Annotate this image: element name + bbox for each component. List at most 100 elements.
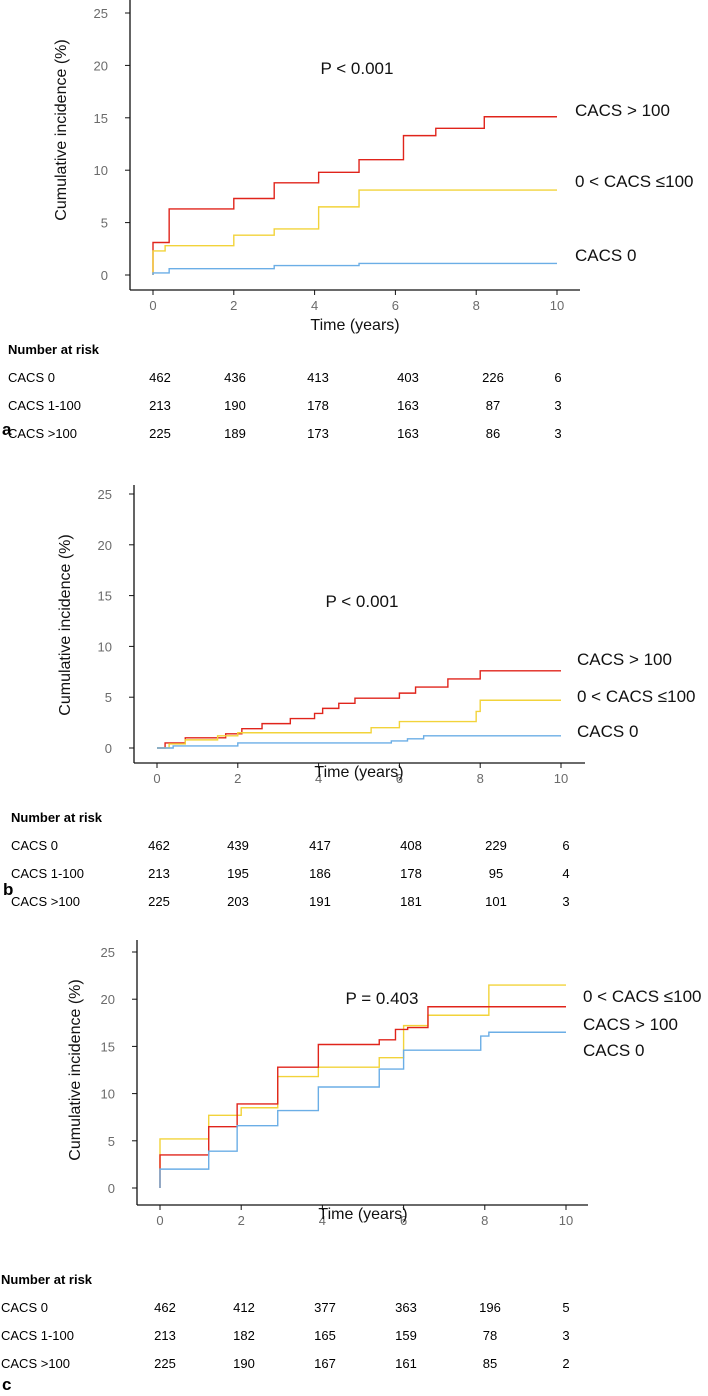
- x-tick-label: 10: [554, 771, 568, 786]
- x-tick-label: 4: [311, 298, 318, 313]
- series-line-cacs-100: [152, 116, 557, 275]
- risk-row-label: CACS 0: [11, 838, 58, 853]
- risk-count: 229: [485, 838, 507, 853]
- y-tick-label: 20: [101, 992, 115, 1007]
- risk-table-title: Number at risk: [1, 1272, 93, 1287]
- x-tick-label: 2: [238, 1213, 245, 1228]
- risk-count: 3: [562, 894, 570, 909]
- risk-row-label: CACS 0: [1, 1300, 48, 1315]
- risk-count: 87: [485, 398, 501, 413]
- risk-count: 85: [482, 1356, 498, 1371]
- risk-count: 462: [148, 838, 170, 853]
- risk-row-label: CACS >100: [8, 426, 78, 441]
- y-tick-label: 20: [98, 538, 112, 553]
- panel-c: 0 5 10 15 20 25 0 2 4 6 8 10 Cumulative incidence (%…: [0, 925, 708, 1396]
- x-tick-label: 2: [230, 298, 237, 313]
- risk-count: 173: [307, 426, 329, 441]
- risk-count: 5: [562, 1300, 570, 1315]
- y-tick-label: 5: [108, 1134, 115, 1149]
- risk-count: 213: [148, 866, 170, 881]
- risk-count: 439: [227, 838, 249, 853]
- y-tick-label: 5: [101, 216, 108, 231]
- risk-count: 3: [562, 1328, 570, 1343]
- series-line-cacs-0: [152, 262, 557, 275]
- legend-label-cacs-100: CACS > 100: [583, 1015, 678, 1034]
- legend-label-cacs-0: CACS 0: [575, 246, 636, 265]
- series-line-0-cacs-100: [157, 699, 561, 749]
- risk-count: 178: [400, 866, 422, 881]
- y-tick-label: 10: [101, 1087, 115, 1102]
- risk-count: 377: [314, 1300, 336, 1315]
- risk-count: 462: [154, 1300, 176, 1315]
- risk-count: 78: [482, 1328, 498, 1343]
- x-tick-label: 10: [559, 1213, 573, 1228]
- x-tick-label: 0: [153, 771, 160, 786]
- risk-count: 190: [233, 1356, 255, 1371]
- panel-a: 0 5 10 15 20 25 0 2 4 6 8 10 Cumulative incidence (%…: [0, 0, 708, 465]
- risk-count: 163: [397, 426, 419, 441]
- y-axis-title: Cumulative incidence (%): [53, 39, 70, 220]
- x-tick-label: 6: [396, 771, 403, 786]
- p-value-annotation: P < 0.001: [321, 59, 394, 78]
- panel-letter: a: [2, 420, 12, 439]
- x-tick-label: 0: [149, 298, 156, 313]
- chart-b: 0 5 10 15 20 25 0 2 4 6 8 10 Cumulative incidence (%…: [57, 485, 695, 786]
- x-axis-title: Time (years): [310, 317, 399, 334]
- series-line-cacs-100: [159, 1006, 566, 1188]
- y-tick-label: 25: [94, 6, 108, 21]
- y-tick-label: 15: [101, 1039, 115, 1054]
- p-value-annotation: P = 0.403: [346, 989, 419, 1008]
- x-tick-label: 8: [481, 1213, 488, 1228]
- risk-count: 417: [309, 838, 331, 853]
- risk-count: 181: [400, 894, 422, 909]
- legend-label-cacs-100: CACS > 100: [575, 101, 670, 120]
- legend-label-cacs-0: CACS 0: [577, 722, 638, 741]
- risk-count: 3: [554, 426, 562, 441]
- x-tick-label: 0: [156, 1213, 163, 1228]
- risk-count: 161: [395, 1356, 417, 1371]
- y-axis-title: Cumulative incidence (%): [67, 979, 84, 1160]
- x-tick-label: 4: [315, 771, 322, 786]
- series-line-cacs-0: [157, 735, 561, 749]
- risk-count: 436: [224, 370, 246, 385]
- x-tick-label: 4: [319, 1213, 326, 1228]
- risk-count: 195: [227, 866, 249, 881]
- risk-table-title: Number at risk: [11, 810, 103, 825]
- risk-count: 363: [395, 1300, 417, 1315]
- risk-count: 462: [149, 370, 171, 385]
- risk-count: 6: [562, 838, 570, 853]
- risk-row-label: CACS 1-100: [8, 398, 81, 413]
- series-line-0-cacs-100: [152, 189, 557, 275]
- risk-row-label: CACS >100: [11, 894, 81, 909]
- risk-count: 226: [482, 370, 504, 385]
- risk-count: 182: [233, 1328, 255, 1343]
- x-tick-label: 6: [392, 298, 399, 313]
- y-tick-label: 15: [94, 111, 108, 126]
- y-tick-label: 20: [94, 58, 108, 73]
- risk-count: 101: [485, 894, 507, 909]
- legend-label-0-cacs-100: 0 < CACS ≤100: [583, 987, 701, 1006]
- y-tick-label: 10: [98, 639, 112, 654]
- risk-count: 190: [224, 398, 246, 413]
- risk-count: 225: [149, 426, 171, 441]
- risk-count: 6: [554, 370, 562, 385]
- series-line-0-cacs-100: [159, 984, 566, 1188]
- y-tick-label: 10: [94, 163, 108, 178]
- risk-count: 86: [485, 426, 501, 441]
- panel-letter: b: [3, 880, 14, 899]
- x-tick-label: 6: [400, 1213, 407, 1228]
- y-tick-label: 25: [101, 945, 115, 960]
- y-tick-label: 25: [98, 487, 112, 502]
- risk-count: 159: [395, 1328, 417, 1343]
- risk-count: 413: [307, 370, 329, 385]
- risk-count: 167: [314, 1356, 336, 1371]
- risk-count: 2: [562, 1356, 570, 1371]
- risk-count: 3: [554, 398, 562, 413]
- y-tick-label: 5: [105, 690, 112, 705]
- risk-count: 178: [307, 398, 329, 413]
- risk-count: 403: [397, 370, 419, 385]
- legend-label-0-cacs-100: 0 < CACS ≤100: [575, 172, 693, 191]
- x-axis-title: Time (years): [314, 764, 403, 781]
- series-line-cacs-100: [157, 670, 561, 749]
- risk-count: 213: [154, 1328, 176, 1343]
